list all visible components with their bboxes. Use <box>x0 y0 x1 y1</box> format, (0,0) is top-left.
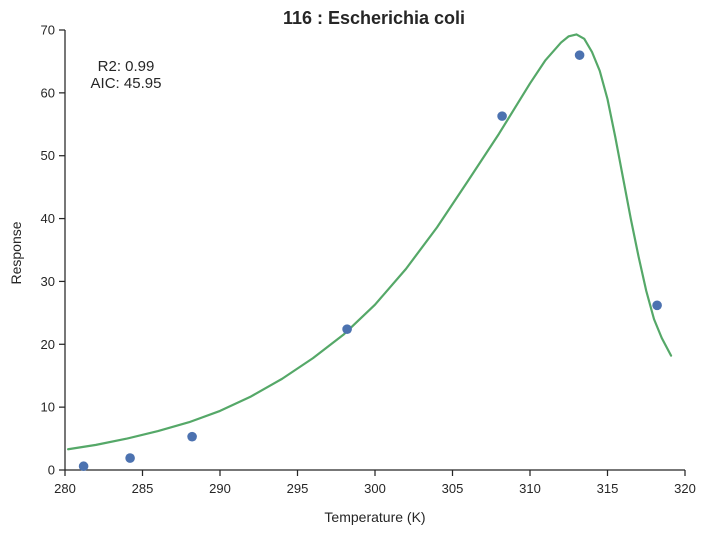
x-tick-label: 310 <box>519 481 541 496</box>
data-point <box>78 461 89 472</box>
chart-title: 116 : Escherichia coli <box>283 8 465 28</box>
x-tick-label: 305 <box>442 481 464 496</box>
x-tick-label: 290 <box>209 481 231 496</box>
x-tick-label: 320 <box>674 481 696 496</box>
x-tick-label: 300 <box>364 481 386 496</box>
r2-annotation: R2: 0.99 <box>98 58 155 75</box>
fitted-curve-line <box>67 33 673 451</box>
axes-group: 280 285 290 295 300 305 310 315 320 0 10 20 30 40 50 60… <box>41 23 696 497</box>
data-point <box>497 111 507 121</box>
y-tick-label: 30 <box>41 274 55 289</box>
x-axis-label: Temperature (K) <box>324 509 425 525</box>
y-tick-label: 0 <box>48 463 55 478</box>
x-tick-label: 315 <box>597 481 619 496</box>
data-point <box>652 300 662 311</box>
y-tick-label: 60 <box>41 85 55 100</box>
y-tick-label: 20 <box>41 337 55 352</box>
y-tick-label: 10 <box>41 400 55 415</box>
y-tick-label: 50 <box>41 148 55 163</box>
data-point <box>125 453 135 463</box>
y-tick-label: 70 <box>41 23 55 38</box>
data-point <box>342 324 352 335</box>
data-point <box>187 431 197 442</box>
x-tick-label: 280 <box>54 481 76 496</box>
aic-annotation: AIC: 45.95 <box>91 75 162 92</box>
data-point <box>574 50 585 60</box>
x-tick-label: 295 <box>287 481 309 496</box>
y-axis-label: Response <box>8 221 24 284</box>
marks-group <box>67 33 673 472</box>
y-tick-label: 40 <box>41 211 55 226</box>
x-tick-label: 285 <box>132 481 154 496</box>
